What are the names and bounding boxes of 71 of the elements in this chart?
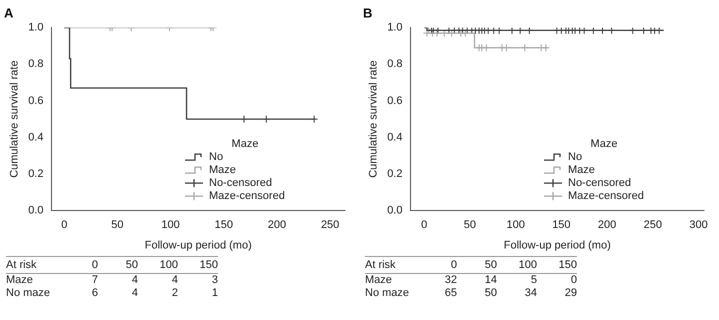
y-tick-label: 0.0 [28, 204, 44, 217]
text: 150 [537, 256, 577, 274]
x-tick-label: 200 [598, 219, 616, 232]
text: 50 [484, 287, 497, 300]
text: 4 [130, 274, 138, 287]
text: 1 [210, 287, 218, 300]
x-tick-label: 200 [268, 219, 286, 232]
text: 3 [210, 274, 218, 287]
y-axis-title: Cumulative survival rate [8, 60, 21, 178]
y-tick-label: 0.8 [28, 58, 44, 70]
text: At risk [6, 256, 58, 274]
x-tick-label: 50 [464, 219, 476, 232]
x-axis-title: Follow-up period (mo) [504, 239, 611, 252]
y-tick-label: 0.2 [28, 168, 44, 180]
text: 0 [570, 274, 577, 287]
x-tick-label: 100 [506, 219, 525, 232]
text: 32 [444, 274, 457, 287]
legend-title: Maze [590, 138, 618, 150]
text: No maze [6, 287, 52, 300]
x-tick-label: 100 [161, 219, 180, 232]
y-axis-title: Cumulative survival rate [368, 60, 380, 178]
text: 2 [170, 287, 178, 300]
chart-title: A [4, 5, 14, 20]
y-tick-label: 0.6 [387, 94, 402, 107]
text: Maze [365, 274, 393, 287]
x-tick-label: 0 [61, 219, 68, 232]
y-tick-label: 0.4 [387, 131, 402, 144]
text: 34 [524, 287, 537, 300]
text: 14 [484, 274, 497, 287]
x-tick-label: 150 [552, 219, 571, 232]
y-tick-label: 1.0 [387, 22, 402, 34]
text: 5 [530, 274, 537, 287]
text: 0 [58, 256, 98, 274]
text: 50 [98, 256, 138, 274]
y-tick-label: 0.0 [387, 204, 402, 217]
text: 7 [90, 274, 98, 287]
text: 4 [170, 274, 178, 287]
legend-label: No [209, 151, 224, 164]
x-tick-label: 300 [689, 219, 708, 232]
text: 65 [444, 287, 457, 300]
text: 50 [457, 256, 497, 274]
x-tick-label: 250 [320, 219, 340, 232]
x-tick-label: 50 [111, 219, 124, 232]
legend-label: Maze [568, 164, 595, 176]
text: 6 [90, 287, 98, 300]
text: 29 [564, 287, 577, 300]
legend-label: Maze-censored [209, 190, 285, 202]
text: 150 [178, 256, 218, 274]
chart-title: B [363, 5, 372, 20]
x-tick-label: 0 [421, 219, 428, 232]
x-axis-title: Follow-up period (mo) [144, 239, 252, 252]
y-tick-label: 0.6 [28, 94, 44, 107]
y-tick-label: 0.2 [387, 168, 402, 180]
text: 100 [138, 256, 178, 274]
y-tick-label: 1.0 [28, 22, 44, 34]
legend-label: No-censored [568, 177, 631, 190]
y-tick-label: 0.4 [28, 131, 44, 144]
legend-label: No [568, 151, 582, 164]
x-tick-label: 250 [644, 219, 662, 232]
text: No maze [365, 287, 410, 300]
text: 100 [497, 256, 537, 274]
legend-title: Maze [232, 138, 258, 150]
text: 4 [130, 287, 138, 300]
text: Maze [6, 274, 34, 287]
x-tick-label: 150 [214, 219, 233, 232]
text: At risk [365, 256, 417, 274]
legend-label: No-censored [209, 177, 272, 190]
legend-label: Maze [209, 164, 236, 176]
text: 0 [417, 256, 457, 274]
legend-label: Maze-censored [568, 190, 644, 202]
y-tick-label: 0.8 [387, 58, 402, 70]
